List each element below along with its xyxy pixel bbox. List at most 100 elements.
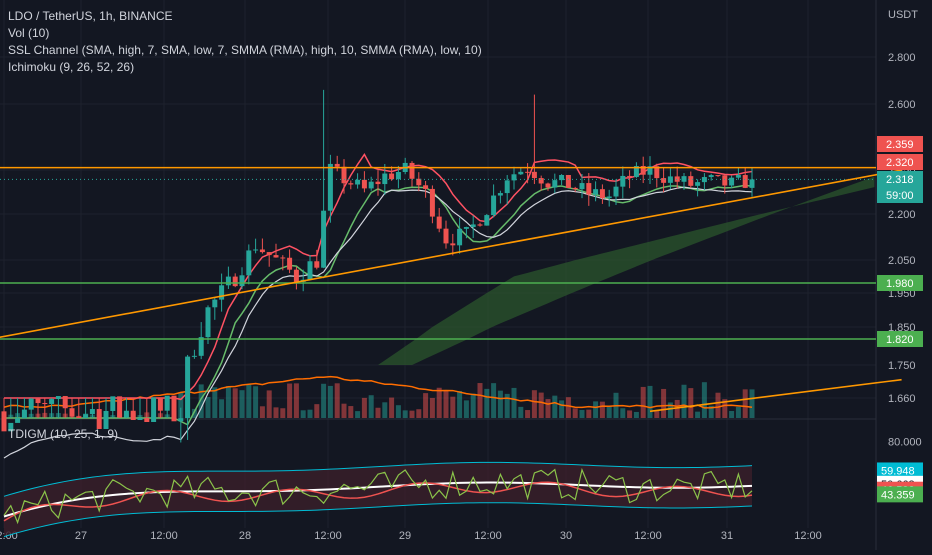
candle	[55, 396, 61, 418]
candle	[103, 398, 109, 429]
candle	[436, 207, 442, 233]
volume-bar	[450, 396, 456, 418]
volume-bar	[416, 409, 422, 418]
candle-body	[28, 398, 34, 410]
candle-body	[314, 261, 320, 268]
candle	[225, 266, 231, 289]
volume-bar	[674, 399, 680, 418]
candle	[69, 398, 75, 418]
price-tag-2320-text: 2.320	[886, 157, 914, 169]
candle-body	[246, 250, 252, 276]
candle-body	[334, 163, 340, 167]
candle-body	[599, 189, 605, 199]
candle	[579, 173, 585, 199]
candle-body	[579, 183, 585, 190]
candle-body	[735, 175, 741, 178]
candle	[409, 161, 415, 187]
candle-body	[151, 397, 157, 423]
ssl-baseline	[3, 186, 753, 459]
candle-body	[259, 249, 265, 253]
candle-body	[273, 255, 279, 258]
candle-body	[531, 171, 537, 179]
volume-bar	[654, 410, 660, 418]
volume-bar	[491, 383, 497, 418]
volume-bar	[191, 408, 197, 418]
trendline[interactable]	[0, 169, 902, 339]
candle-body	[525, 171, 531, 173]
candle-body	[443, 228, 449, 244]
level-tag-1820: 1.820	[877, 331, 923, 347]
candle-body	[491, 195, 497, 216]
candle-body	[8, 422, 14, 432]
candle-body	[416, 178, 422, 186]
candle	[559, 174, 565, 185]
candle-body	[545, 183, 551, 188]
candle	[355, 173, 361, 189]
candle	[395, 165, 401, 189]
candle-body	[355, 179, 361, 185]
volume-bar	[538, 392, 544, 418]
indicator-ichimoku[interactable]: Ichimoku (9, 26, 52, 26)	[8, 60, 135, 74]
candle	[327, 154, 333, 223]
trendline[interactable]	[649, 378, 902, 413]
volume-bar	[273, 407, 279, 418]
candle-body	[266, 252, 272, 256]
candle	[647, 156, 653, 184]
symbol-title[interactable]: LDO / TetherUS, 1h, BINANCE	[8, 9, 173, 23]
candle-body	[232, 276, 238, 287]
candle	[729, 175, 735, 188]
time-tick-label: 28	[239, 530, 251, 542]
candle	[232, 273, 238, 288]
indicator-ssl-channel[interactable]: SSL Channel (SMA, high, 7, SMA, low, 7, …	[8, 43, 482, 57]
candle	[205, 305, 211, 345]
candle	[334, 155, 340, 172]
volume-bar	[443, 390, 449, 418]
candle	[253, 238, 259, 254]
volume-bar	[334, 383, 340, 418]
candle	[246, 244, 252, 285]
volume-bar	[375, 407, 381, 418]
volume-bar	[518, 406, 524, 418]
volume-bar	[470, 393, 476, 418]
volume-bar	[627, 410, 633, 418]
candle	[171, 395, 177, 422]
candle-body	[484, 215, 490, 226]
candle	[42, 398, 48, 418]
candle-body	[253, 249, 259, 251]
indicator-volume[interactable]: Vol (10)	[8, 26, 50, 40]
volume-bar	[368, 395, 374, 418]
volume-bar	[266, 390, 272, 418]
candle-body	[212, 299, 218, 308]
candle	[212, 297, 218, 320]
countdown-tag-text: 59:00	[886, 190, 914, 202]
candle-body	[62, 396, 68, 409]
volume-bar	[593, 401, 599, 418]
volume-bar	[647, 385, 653, 418]
candle-body	[613, 186, 619, 197]
candle-body	[470, 224, 476, 228]
candle	[511, 166, 517, 190]
volume-bar	[205, 396, 211, 418]
price-tag-2320-bg	[877, 154, 923, 170]
volume-bar	[423, 393, 429, 418]
level-tag-1980-text: 1.980	[886, 278, 914, 290]
indicator-tdigm[interactable]: TDIGM (10, 25, 1, 9)	[8, 427, 119, 441]
candle	[259, 238, 265, 254]
candle-body	[123, 410, 129, 418]
candle	[151, 397, 157, 423]
candle-body	[409, 162, 415, 179]
candle	[178, 407, 184, 443]
osc-value-tag: 43.359	[877, 486, 923, 503]
candle	[708, 173, 714, 181]
volume-bar	[355, 411, 361, 418]
price-tag-2318-bg	[877, 171, 923, 187]
candle	[287, 249, 293, 274]
candle-body	[708, 175, 714, 178]
candle	[525, 163, 531, 184]
candle	[477, 222, 483, 227]
candle-body	[76, 416, 82, 419]
volume-bar	[708, 405, 714, 418]
candle	[457, 217, 463, 254]
